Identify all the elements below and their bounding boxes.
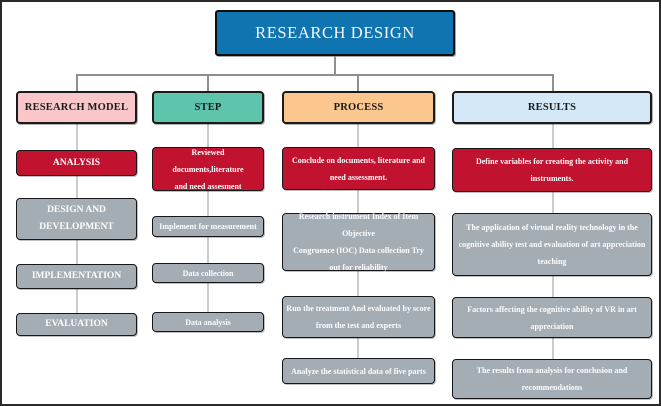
connector-drop-step <box>207 74 209 92</box>
box-run-treatment: Run the treatment And evaluated by score… <box>282 296 435 338</box>
connector-drop-research-model <box>76 74 78 92</box>
box-design-development: DESIGN AND DEVELOPMENT <box>16 198 137 240</box>
connector-drop-results <box>552 74 554 92</box>
box-factors-affecting: Factors affecting the cognitive ability … <box>452 297 652 338</box>
box-analysis: ANALYSIS <box>16 150 137 176</box>
box-analyze-statistical: Analyze the statistical data of five par… <box>282 358 435 384</box>
box-evaluation: EVALUATION <box>16 313 137 336</box>
connector-title-drop <box>334 56 336 75</box>
box-define-variables: Define variables for creating the activi… <box>452 148 652 192</box>
box-conclude-documents: Conclude on documents, literature and ne… <box>282 147 435 190</box>
box-implementation: IMPLEMENTATION <box>16 264 137 289</box>
connector-horizontal <box>76 74 554 76</box>
box-implement-measurement: Implement for measurement <box>152 216 264 237</box>
header-results: RESULTS <box>452 91 652 124</box>
box-data-collection: Data collection <box>152 263 264 283</box>
header-step: STEP <box>152 91 264 124</box>
header-research-model: RESEARCH MODEL <box>16 91 137 124</box>
title-box: RESEARCH DESIGN <box>215 10 455 56</box>
box-ioc-data-collection: Research instrument Index of Item Object… <box>282 212 435 272</box>
box-reviewed-documents: Reviewed documents,literature and need a… <box>152 147 264 191</box>
box-results-conclusion: The results from analysis for conclusion… <box>452 359 652 399</box>
header-process: PROCESS <box>282 91 435 124</box>
connector-drop-process <box>357 74 359 92</box>
box-vr-application: The application of virtual reality techn… <box>452 213 652 276</box>
box-data-analysis: Data analysis <box>152 312 264 332</box>
